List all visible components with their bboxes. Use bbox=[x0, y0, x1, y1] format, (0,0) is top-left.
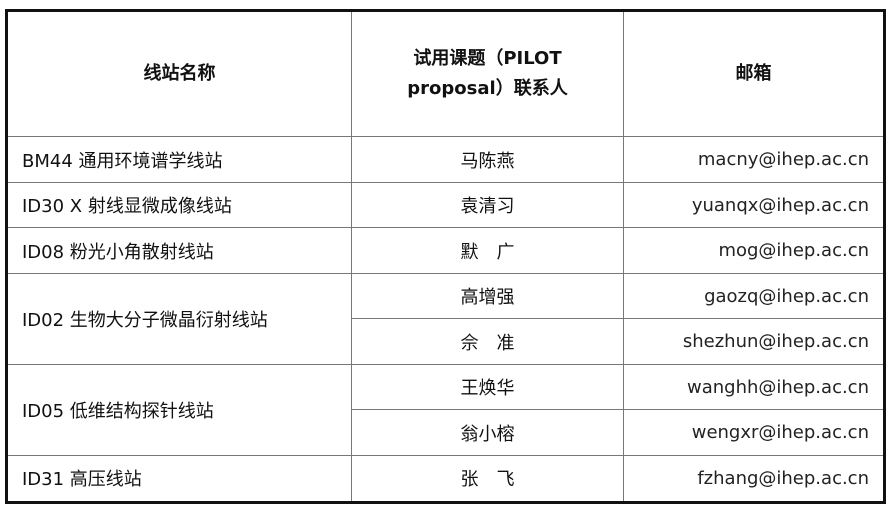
table-row: 佘 准 shezhun@ihep.ac.cn bbox=[7, 318, 885, 365]
station-name: ID08 粉光小角散射线站 bbox=[6, 227, 352, 274]
contact-name: 张 飞 bbox=[351, 454, 624, 504]
station-name: ID05 低维结构探针线站 bbox=[6, 363, 352, 456]
header-contact-line1: 试用课题（PILOT bbox=[413, 48, 562, 70]
station-name: ID31 高压线站 bbox=[6, 454, 352, 504]
contact-email[interactable]: macny@ihep.ac.cn bbox=[623, 136, 885, 183]
header-email: 邮箱 bbox=[623, 9, 885, 138]
table-row: ID30 X 射线显微成像线站 袁清习 yuanqx@ihep.ac.cn bbox=[6, 181, 885, 229]
station-name: ID30 X 射线显微成像线站 bbox=[6, 181, 352, 229]
contact-name: 袁清习 bbox=[351, 181, 624, 229]
contact-email[interactable]: mog@ihep.ac.cn bbox=[623, 227, 885, 274]
header-row: 线站名称 试用课题（PILOT proposal）联系人 邮箱 bbox=[6, 9, 885, 138]
header-contact: 试用课题（PILOT proposal）联系人 bbox=[351, 9, 624, 138]
contact-name: 王焕华 bbox=[351, 363, 624, 411]
table-row: BM44 通用环境谱学线站 马陈燕 macny@ihep.ac.cn bbox=[6, 136, 885, 183]
contact-name: 高增强 bbox=[351, 272, 624, 320]
beamline-contact-table: 线站名称 试用课题（PILOT proposal）联系人 邮箱 BM44 通用环境… bbox=[5, 9, 886, 504]
table-row: ID05 低维结构探针线站 王焕华 wanghh@ihep.ac.cn bbox=[6, 363, 885, 456]
contact-email[interactable]: fzhang@ihep.ac.cn bbox=[623, 454, 885, 504]
contact-email[interactable]: wengxr@ihep.ac.cn bbox=[623, 409, 885, 456]
table-row: ID31 高压线站张 飞 fzhang@ihep.ac.cn bbox=[6, 454, 885, 504]
header-station: 线站名称 bbox=[6, 9, 352, 138]
contact-email[interactable]: shezhun@ihep.ac.cn bbox=[623, 318, 885, 365]
contact-name: 佘 准 bbox=[351, 318, 624, 365]
table-row: ID02 生物大分子微晶衍射线站 高增强 gaozq@ihep.ac.cn bbox=[6, 272, 885, 365]
station-name: BM44 通用环境谱学线站 bbox=[6, 136, 352, 183]
table-row: ID08 粉光小角散射线站默 广 mog@ihep.ac.cn bbox=[6, 227, 885, 274]
contact-email[interactable]: yuanqx@ihep.ac.cn bbox=[623, 181, 885, 229]
contact-email[interactable]: gaozq@ihep.ac.cn bbox=[623, 272, 885, 320]
contact-name: 默 广 bbox=[351, 227, 624, 274]
header-contact-line2: proposal）联系人 bbox=[407, 78, 568, 100]
station-name: ID02 生物大分子微晶衍射线站 bbox=[6, 272, 352, 365]
contact-name: 翁小榕 bbox=[351, 409, 624, 456]
contact-name: 马陈燕 bbox=[351, 136, 624, 183]
contact-email[interactable]: wanghh@ihep.ac.cn bbox=[623, 363, 885, 411]
table-row: 翁小榕 wengxr@ihep.ac.cn bbox=[7, 409, 885, 456]
